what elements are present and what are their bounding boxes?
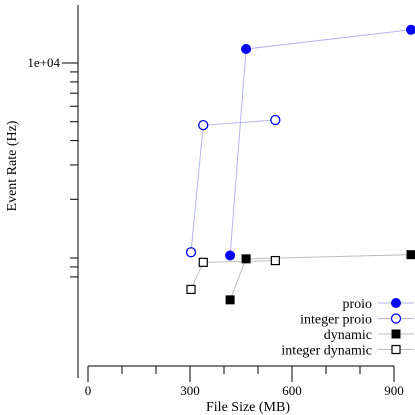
legend-marker — [391, 329, 401, 339]
x-tick-label: 600 — [282, 383, 302, 398]
data-point-integer-dynamic — [198, 257, 208, 267]
data-point-proio — [406, 24, 415, 35]
data-point-integer-proio — [198, 120, 209, 131]
series-line-integer-proio — [190, 119, 276, 253]
legend-label: proio — [342, 297, 372, 312]
data-point-integer-proio — [270, 114, 281, 126]
legend-label: integer dynamic — [281, 344, 372, 359]
legend-label: dynamic — [324, 328, 372, 343]
legend-marker — [391, 344, 401, 355]
data-point-dynamic — [225, 295, 235, 305]
series-lines — [190, 29, 412, 301]
y-axis: 1e+04 — [27, 5, 79, 378]
y-tick-label: 1e+04 — [27, 55, 60, 70]
data-point-dynamic — [406, 250, 415, 260]
x-axis-label: File Size (MB) — [206, 400, 290, 415]
y-axis-label: Event Rate (Hz) — [5, 120, 20, 211]
data-point-integer-dynamic — [186, 284, 196, 295]
x-tick-label: 300 — [180, 383, 200, 398]
legend-marker — [390, 313, 402, 324]
data-point-integer-proio — [185, 247, 197, 258]
x-tick-label: 900 — [384, 383, 404, 398]
series-points — [185, 24, 415, 305]
x-axis: 0 300 600 900 — [85, 365, 404, 398]
data-point-proio — [241, 43, 252, 54]
legend-marker — [391, 298, 401, 308]
data-point-dynamic — [241, 254, 251, 264]
data-point-proio — [225, 250, 236, 261]
x-tick-label: 0 — [85, 383, 92, 398]
legend-label: integer proio — [300, 313, 372, 328]
series-line-proio — [229, 29, 412, 256]
data-point-integer-dynamic — [270, 255, 280, 266]
